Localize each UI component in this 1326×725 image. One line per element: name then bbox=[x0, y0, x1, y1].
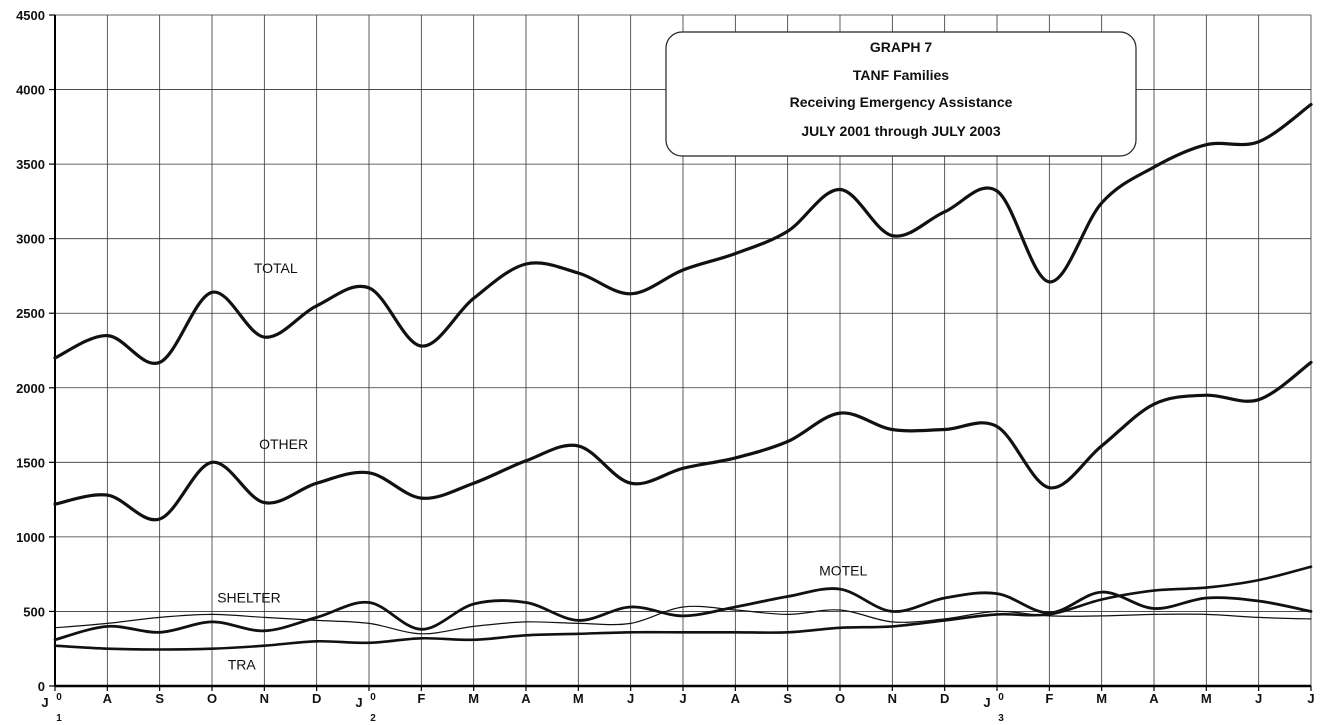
x-tick-label: J bbox=[1255, 691, 1262, 706]
x-tick-label: N bbox=[260, 691, 269, 706]
chart-title-line-2: TANF Families bbox=[853, 67, 949, 83]
x-tick-label: A bbox=[1149, 691, 1159, 706]
series-line-tra bbox=[53, 565, 1313, 651]
x-tick-sublabel-bottom: 1 bbox=[56, 713, 62, 724]
x-tick-label: F bbox=[417, 691, 425, 706]
x-tick-label: J bbox=[627, 691, 634, 706]
series-label-shelter: SHELTER bbox=[217, 589, 281, 605]
y-tick-label: 4500 bbox=[16, 8, 45, 23]
x-tick-label: D bbox=[940, 691, 949, 706]
title-box-frame bbox=[665, 31, 1137, 157]
x-tick-label: F bbox=[1045, 691, 1053, 706]
x-tick-sublabel-top: 0 bbox=[370, 692, 376, 703]
x-tick-label: A bbox=[521, 691, 531, 706]
x-tick-label: J bbox=[41, 695, 48, 710]
title-box: GRAPH 7 TANF Families Receiving Emergenc… bbox=[665, 31, 1137, 157]
x-tick-label: S bbox=[155, 691, 164, 706]
x-tick-label: J bbox=[1307, 691, 1314, 706]
x-tick-sublabel-top: 0 bbox=[56, 692, 62, 703]
chart-title-line-1: GRAPH 7 bbox=[870, 39, 932, 55]
y-tick-label: 2500 bbox=[16, 306, 45, 321]
series-line-total bbox=[53, 102, 1313, 365]
series-labels: TOTAL OTHER MOTEL SHELTER TRA bbox=[217, 260, 867, 673]
grid bbox=[55, 14, 1312, 686]
series-line-other bbox=[53, 360, 1313, 522]
y-tick-label: 0 bbox=[38, 679, 45, 694]
series-label-other: OTHER bbox=[259, 436, 308, 452]
x-tick-label: M bbox=[573, 691, 584, 706]
y-tick-label: 3000 bbox=[16, 232, 45, 247]
x-tick-label: A bbox=[731, 691, 741, 706]
y-axis-ticks: 0 500 1000 1500 2000 2500 3000 3500 4000 4500 bbox=[16, 8, 55, 694]
series-line-motel bbox=[53, 587, 1313, 642]
series-lines bbox=[53, 102, 1313, 651]
series-label-total: TOTAL bbox=[254, 260, 298, 276]
x-tick-label: O bbox=[207, 691, 217, 706]
x-tick-sublabel-top: 0 bbox=[998, 692, 1004, 703]
x-tick-label: A bbox=[103, 691, 113, 706]
series-label-tra: TRA bbox=[228, 657, 257, 673]
x-tick-label: M bbox=[468, 691, 479, 706]
y-tick-label: 500 bbox=[23, 604, 45, 619]
chart-title-line-3: Receiving Emergency Assistance bbox=[790, 94, 1013, 110]
x-tick-label: M bbox=[1096, 691, 1107, 706]
series-label-motel: MOTEL bbox=[819, 563, 867, 579]
series-line-shelter bbox=[54, 605, 1312, 635]
x-tick-label: J bbox=[679, 691, 686, 706]
chart-title-line-4: JULY 2001 through JULY 2003 bbox=[801, 123, 1000, 139]
x-tick-label: D bbox=[312, 691, 321, 706]
y-tick-label: 4000 bbox=[16, 83, 45, 98]
x-tick-label: J bbox=[355, 695, 362, 710]
x-tick-label: O bbox=[835, 691, 845, 706]
x-tick-label: S bbox=[783, 691, 792, 706]
y-tick-label: 2000 bbox=[16, 381, 45, 396]
y-tick-label: 3500 bbox=[16, 157, 45, 172]
y-tick-label: 1500 bbox=[16, 455, 45, 470]
x-tick-label: N bbox=[888, 691, 897, 706]
x-tick-label: M bbox=[1201, 691, 1212, 706]
x-tick-sublabel-bottom: 2 bbox=[370, 713, 376, 724]
x-tick-sublabel-bottom: 3 bbox=[998, 713, 1004, 724]
y-tick-label: 1000 bbox=[16, 530, 45, 545]
x-tick-label: J bbox=[983, 695, 990, 710]
x-axis-ticks: J 01A S O N D J 02F M A M J J A S O N D J 03F M A M J J bbox=[41, 686, 1315, 724]
